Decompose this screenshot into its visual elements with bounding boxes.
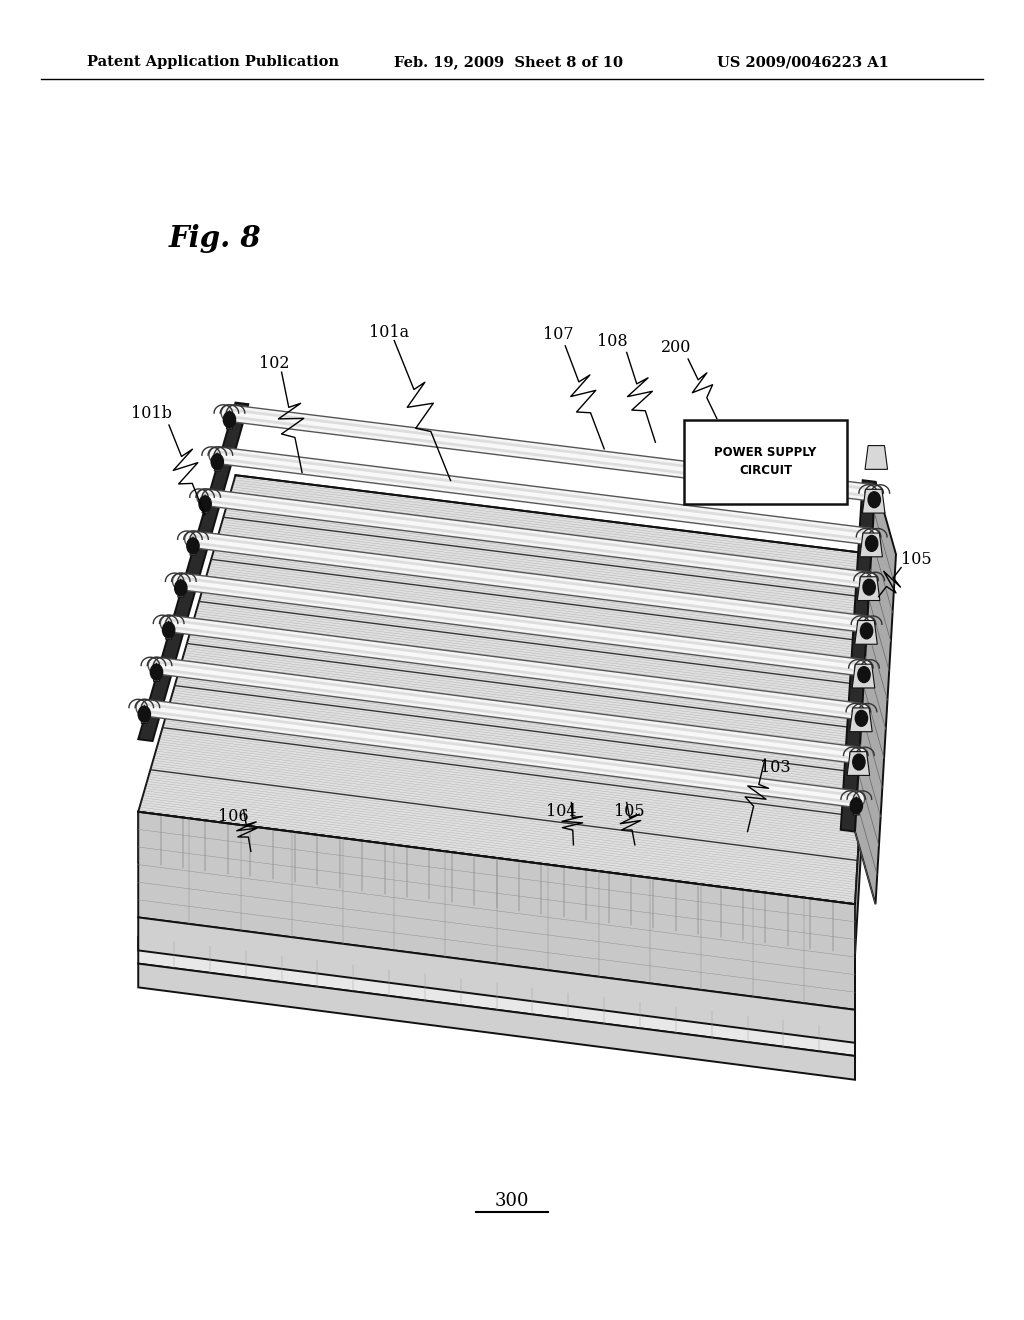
Polygon shape [138, 964, 855, 1080]
Polygon shape [857, 577, 880, 601]
Circle shape [868, 492, 881, 508]
Polygon shape [850, 708, 872, 731]
Text: 108: 108 [597, 333, 628, 350]
Text: 300: 300 [495, 1192, 529, 1210]
Polygon shape [178, 578, 184, 597]
Polygon shape [855, 620, 878, 644]
Circle shape [865, 536, 878, 552]
Text: US 2009/0046223 A1: US 2009/0046223 A1 [717, 55, 889, 70]
Circle shape [853, 754, 865, 770]
Polygon shape [189, 537, 196, 556]
Polygon shape [841, 480, 876, 832]
Polygon shape [214, 453, 220, 471]
FancyBboxPatch shape [684, 420, 847, 504]
Text: Fig. 8: Fig. 8 [169, 224, 261, 253]
Text: 103: 103 [760, 759, 791, 776]
Text: Feb. 19, 2009  Sheet 8 of 10: Feb. 19, 2009 Sheet 8 of 10 [394, 55, 624, 70]
Polygon shape [154, 663, 160, 681]
Text: 105: 105 [614, 803, 645, 820]
Polygon shape [858, 709, 864, 727]
Polygon shape [855, 554, 876, 954]
Text: 105: 105 [901, 550, 932, 568]
Polygon shape [853, 796, 859, 814]
Circle shape [138, 706, 151, 722]
Text: 106: 106 [218, 808, 249, 825]
Polygon shape [226, 411, 232, 429]
Circle shape [860, 623, 872, 639]
Polygon shape [138, 917, 855, 1043]
Polygon shape [138, 475, 876, 904]
Text: 102: 102 [259, 355, 290, 372]
Circle shape [175, 579, 187, 595]
Polygon shape [138, 812, 855, 954]
Polygon shape [868, 535, 874, 553]
Polygon shape [852, 664, 874, 688]
Circle shape [186, 539, 199, 554]
Circle shape [151, 664, 163, 680]
Circle shape [223, 412, 236, 428]
Text: 101b: 101b [131, 405, 172, 422]
Polygon shape [138, 812, 855, 1010]
Circle shape [163, 622, 175, 638]
Text: Patent Application Publication: Patent Application Publication [87, 55, 339, 70]
Polygon shape [865, 446, 888, 470]
Circle shape [211, 454, 223, 470]
Polygon shape [847, 751, 869, 775]
Text: 104: 104 [546, 803, 577, 820]
Text: 200: 200 [660, 339, 691, 356]
Polygon shape [855, 482, 896, 904]
Polygon shape [166, 620, 172, 639]
Circle shape [199, 496, 211, 512]
Polygon shape [856, 752, 862, 771]
Polygon shape [202, 495, 208, 513]
Polygon shape [138, 403, 249, 741]
Polygon shape [138, 937, 855, 1056]
Polygon shape [866, 578, 872, 597]
Text: 101a: 101a [369, 323, 410, 341]
Polygon shape [862, 490, 885, 513]
Circle shape [858, 667, 870, 682]
Polygon shape [861, 665, 867, 684]
Polygon shape [860, 533, 883, 557]
Circle shape [855, 710, 867, 726]
Polygon shape [141, 705, 147, 723]
Text: 107: 107 [543, 326, 573, 343]
Text: POWER SUPPLY
CIRCUIT: POWER SUPPLY CIRCUIT [715, 446, 816, 478]
Polygon shape [871, 491, 878, 510]
Polygon shape [863, 622, 869, 640]
Circle shape [850, 797, 862, 813]
Circle shape [863, 579, 876, 595]
